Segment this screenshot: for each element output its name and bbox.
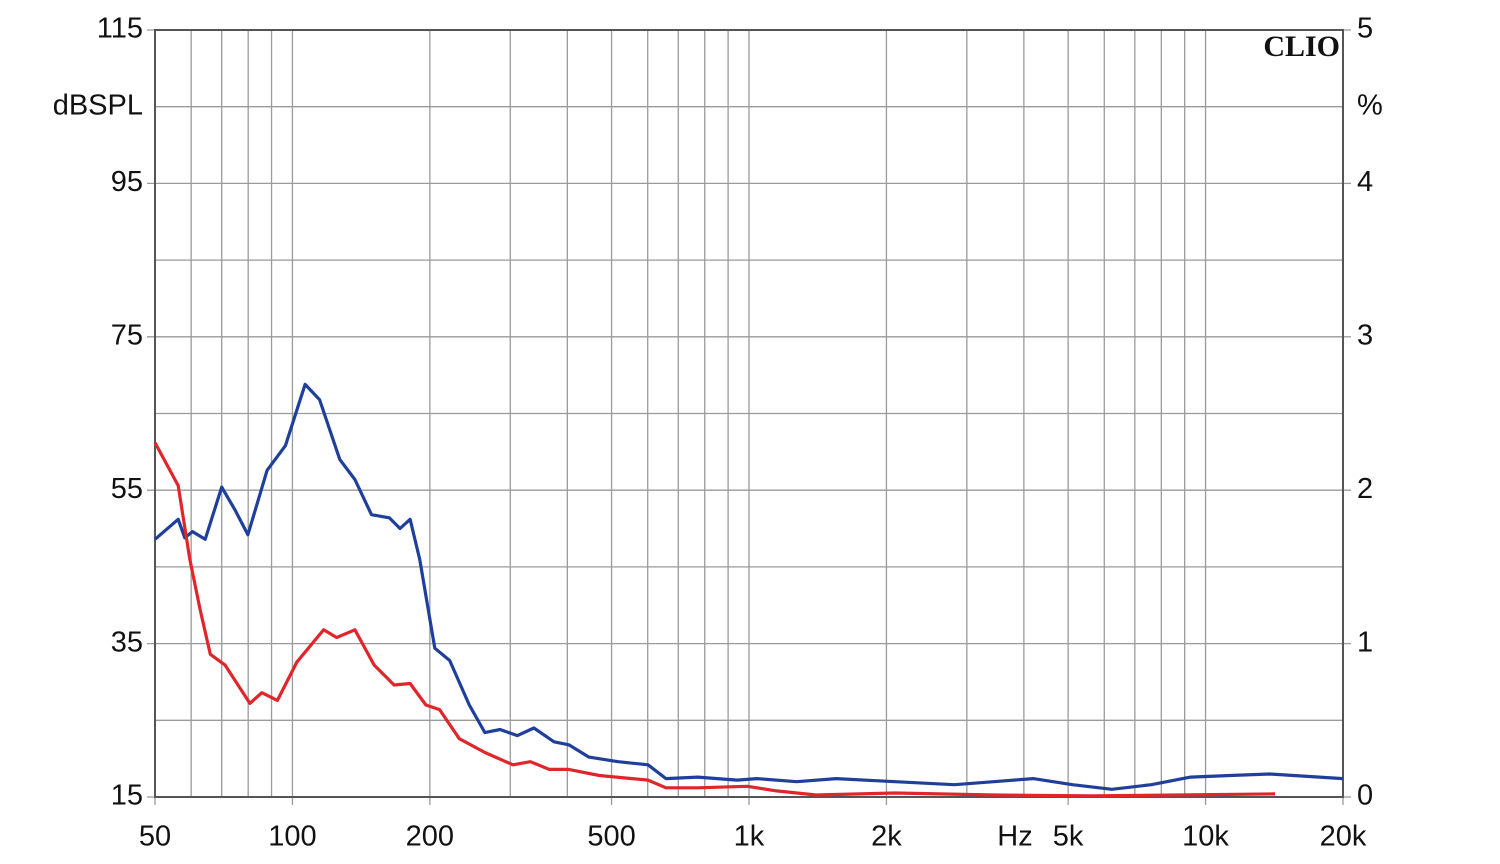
y-tick-label: 15 bbox=[111, 780, 143, 812]
x-axis-label: Hz bbox=[997, 821, 1032, 853]
y-tick-label: 115 bbox=[97, 13, 143, 45]
x-tick-label: 1k bbox=[734, 821, 765, 853]
y-tick-label: 75 bbox=[111, 319, 143, 351]
x-tick-label: 500 bbox=[587, 821, 635, 853]
watermark: CLIO bbox=[1263, 30, 1340, 63]
y2-tick-label: 4 bbox=[1357, 166, 1373, 198]
x-tick-label: 2k bbox=[871, 821, 902, 853]
x-tick-label: 5k bbox=[1053, 821, 1084, 853]
data-line bbox=[153, 441, 1276, 798]
y2-tick-label: 2 bbox=[1357, 473, 1373, 505]
x-tick-label: 100 bbox=[268, 821, 316, 853]
y-tick-label: 55 bbox=[111, 473, 143, 505]
y-tick-label: 35 bbox=[111, 626, 143, 658]
x-tick-label: 50 bbox=[139, 821, 171, 853]
x-tick-label: 10k bbox=[1182, 821, 1229, 853]
y2-tick-label: 0 bbox=[1357, 780, 1373, 812]
x-tick-label: 20k bbox=[1320, 821, 1367, 853]
y2-tick-label: 3 bbox=[1357, 319, 1373, 351]
y-axis-label: dBSPL bbox=[53, 90, 143, 122]
y2-axis-label: % bbox=[1357, 90, 1383, 122]
y2-tick-label: 5 bbox=[1357, 13, 1373, 45]
plot-border bbox=[154, 29, 1344, 798]
y2-tick-label: 1 bbox=[1357, 626, 1373, 658]
y-tick-label: 95 bbox=[111, 166, 143, 198]
data-line bbox=[153, 382, 1344, 791]
x-tick-label: 200 bbox=[406, 821, 454, 853]
